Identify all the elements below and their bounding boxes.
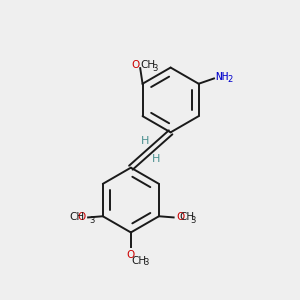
Text: O: O (131, 61, 140, 70)
Text: H: H (141, 136, 149, 146)
Text: 2: 2 (228, 75, 233, 84)
Text: O: O (176, 212, 184, 222)
Text: CH: CH (69, 212, 85, 222)
Text: O: O (127, 250, 135, 260)
Text: 3: 3 (190, 216, 196, 225)
Text: NH: NH (215, 72, 228, 82)
Text: 3: 3 (143, 258, 148, 267)
Text: O: O (77, 212, 86, 222)
Text: H: H (152, 154, 161, 164)
Text: 3: 3 (152, 64, 158, 73)
Text: CH: CH (179, 212, 194, 222)
Text: CH: CH (141, 61, 156, 70)
Text: CH: CH (132, 256, 147, 266)
Text: 3: 3 (90, 216, 95, 225)
